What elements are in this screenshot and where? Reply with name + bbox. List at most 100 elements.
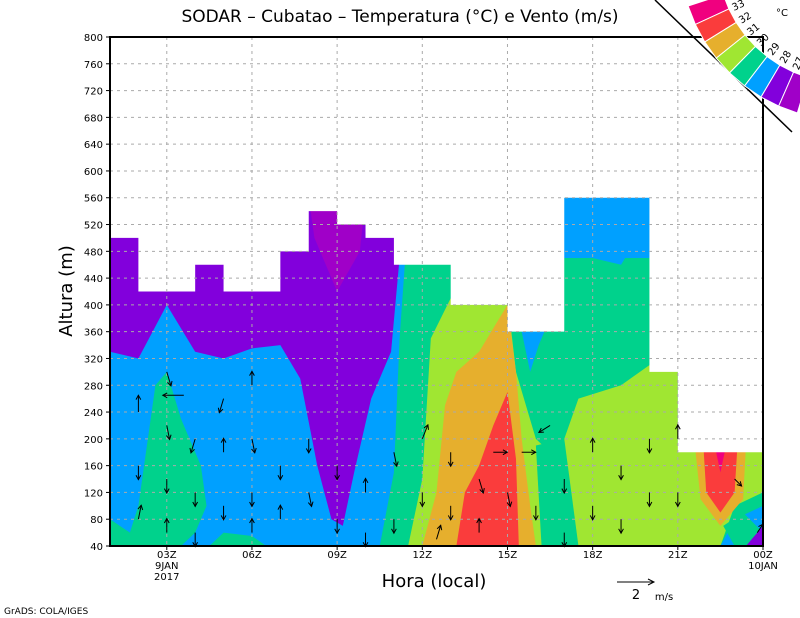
legend-swatch <box>778 71 800 114</box>
wind-arrowhead-icon <box>436 524 443 531</box>
wind-arrow <box>646 438 653 454</box>
wind-arrow-shaft <box>393 452 398 467</box>
wind-arrow <box>249 370 255 386</box>
wind-arrowhead-icon <box>249 501 255 508</box>
wind-arrow-shaft <box>218 398 225 413</box>
reference-vector-unit: m/s <box>655 592 673 603</box>
wind-arrow <box>674 423 681 439</box>
wind-arrow <box>251 438 257 454</box>
wind-arrow <box>166 371 173 387</box>
legend-level-label: 28 <box>778 49 794 66</box>
x-tick-label: 00Z <box>753 550 773 561</box>
x-tick-label: 06Z <box>242 550 262 561</box>
wind-arrowhead-icon <box>674 501 681 508</box>
y-tick-label: 520 <box>84 221 103 232</box>
y-tick-label: 680 <box>84 113 103 124</box>
wind-arrowhead-icon <box>165 434 172 441</box>
y-tick-label: 80 <box>90 515 103 526</box>
x-tick-label: 18Z <box>583 550 603 561</box>
wind-arrowhead-icon <box>391 528 397 535</box>
wind-arrow <box>192 492 199 508</box>
wind-arrow <box>674 492 681 508</box>
wind-arrow <box>307 492 314 508</box>
wind-arrow <box>393 452 399 468</box>
wind-arrow-shaft <box>421 424 429 440</box>
y-tick-label: 760 <box>84 60 103 71</box>
wind-arrow <box>506 492 513 508</box>
wind-arrowhead-icon <box>334 528 340 535</box>
plot-frame <box>109 36 764 547</box>
wind-arrowhead-icon <box>531 449 537 456</box>
wind-arrow <box>419 492 426 508</box>
wind-arrow-shaft <box>436 525 442 540</box>
x-tick-sub1: 10JAN <box>748 561 778 572</box>
x-tick-label: 15Z <box>498 550 518 561</box>
wind-arrow <box>533 505 539 521</box>
wind-arrow <box>163 517 170 533</box>
wind-arrow <box>589 505 596 521</box>
wind-arrow <box>135 394 142 413</box>
wind-arrowhead-icon <box>161 392 168 399</box>
wind-arrowhead-icon <box>220 437 227 443</box>
wind-arrow-shaft <box>506 492 511 507</box>
x-tick-label: 12Z <box>413 550 433 561</box>
wind-arrow <box>135 465 142 481</box>
wind-arrowhead-icon <box>618 528 624 535</box>
wind-arrow <box>161 392 184 399</box>
wind-arrowhead-icon <box>249 370 255 376</box>
y-axis-ticks: 40 80 120 160 200 240 280 320 360 400 440 480 520 560… <box>84 33 110 553</box>
wind-arrow <box>476 517 482 533</box>
y-tick-label: 640 <box>84 140 103 151</box>
chart-title: SODAR – Cubatao – Temperatura (°C) e Ven… <box>181 7 618 27</box>
wind-arrowhead-icon <box>674 423 681 430</box>
wind-arrow-shaft <box>251 438 256 453</box>
wind-arrow-shaft <box>538 425 551 433</box>
wind-arrowhead-icon <box>217 407 224 414</box>
x-tick-label: 09Z <box>327 550 347 561</box>
wind-arrowhead-icon <box>447 461 454 468</box>
no-data-mask <box>110 37 763 453</box>
y-tick-label: 280 <box>84 381 103 392</box>
wind-arrow-shaft <box>166 425 171 440</box>
y-tick-label: 600 <box>84 167 103 178</box>
wind-arrowhead-icon <box>251 447 257 454</box>
wind-arrowhead-icon <box>135 394 142 400</box>
temp-region-32-33 <box>456 391 519 546</box>
wind-arrowhead-icon <box>502 449 509 456</box>
wind-arrowhead-icon <box>646 448 653 454</box>
wind-arrowhead-icon <box>249 517 255 524</box>
y-tick-label: 720 <box>84 87 103 98</box>
reference-arrowhead-icon <box>647 578 656 586</box>
wind-arrowhead-icon <box>192 501 199 508</box>
wind-arrow <box>249 492 255 508</box>
wind-arrowhead-icon <box>137 504 144 511</box>
wind-arrow <box>137 504 144 520</box>
temp-region-32-33 <box>703 445 738 513</box>
wind-arrowhead-icon <box>506 501 513 508</box>
wind-arrow <box>391 519 397 535</box>
wind-arrowhead-icon <box>618 475 624 481</box>
wind-arrowhead-icon <box>393 461 399 468</box>
wind-arrow-shaft <box>166 371 172 387</box>
x-tick-sub1: 9JAN <box>155 561 178 572</box>
wind-arrow <box>334 465 340 481</box>
wind-arrow <box>165 425 172 441</box>
y-tick-label: 240 <box>84 408 103 419</box>
x-tick-label: 03Z <box>157 550 177 561</box>
wind-arrow <box>189 438 196 454</box>
wind-arrow <box>277 504 284 520</box>
reference-vector-value: 2 <box>632 588 640 603</box>
wind-arrowhead-icon <box>561 488 568 495</box>
temp-region-28-29 <box>521 331 545 372</box>
wind-arrow <box>521 449 537 456</box>
no-data-area <box>110 37 763 453</box>
wind-arrowhead-icon <box>423 423 429 430</box>
wind-arrow <box>277 465 284 481</box>
wind-arrow <box>334 519 340 535</box>
y-tick-label: 320 <box>84 354 103 365</box>
wind-arrow-shaft <box>734 478 742 487</box>
y-tick-label: 120 <box>84 488 103 499</box>
wind-arrow <box>421 423 429 440</box>
